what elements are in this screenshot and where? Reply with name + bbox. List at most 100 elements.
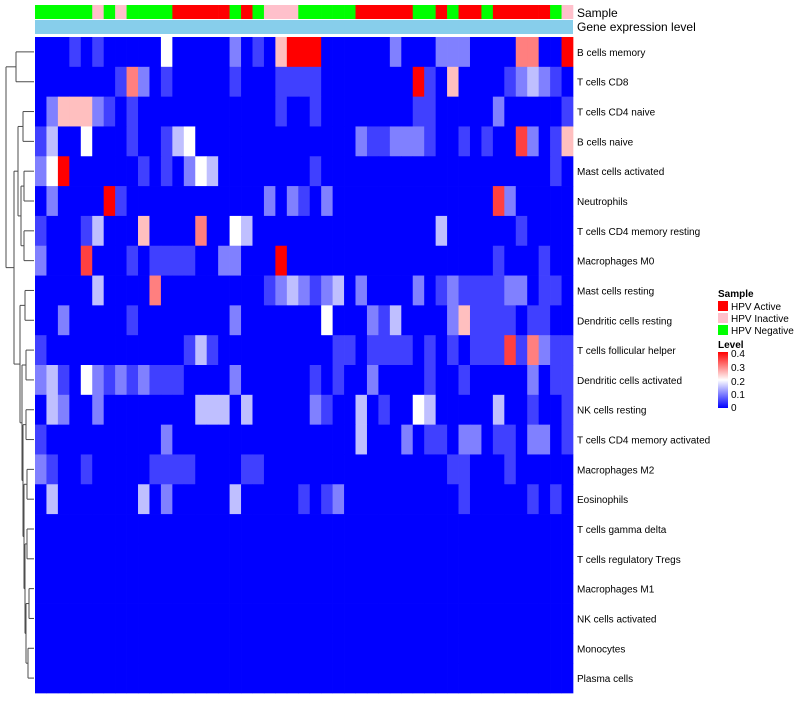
heatmap-cell	[458, 245, 471, 276]
heatmap-cell	[412, 424, 425, 455]
heatmap-cell	[321, 603, 333, 634]
level-color-ramp	[718, 352, 728, 408]
heatmap-cell	[389, 245, 402, 276]
heatmap-cell	[561, 633, 574, 664]
heatmap-cell	[103, 424, 116, 455]
heatmap-cell	[149, 156, 162, 187]
heatmap-cell	[538, 454, 551, 485]
heatmap-cell	[275, 663, 288, 694]
heatmap-cell	[550, 305, 562, 336]
heatmap-cell	[206, 96, 219, 127]
heatmap-cell	[561, 454, 574, 485]
heatmap-cell	[172, 514, 185, 545]
heatmap-cell	[515, 66, 528, 97]
heatmap-cell	[412, 126, 425, 157]
heatmap-cell	[378, 335, 391, 366]
heatmap-cell	[35, 305, 47, 336]
heatmap-cell	[527, 126, 540, 157]
heatmap-cell	[469, 305, 482, 336]
heatmap-cell	[46, 454, 59, 485]
heatmap-cell	[309, 454, 322, 485]
heatmap-cell	[115, 573, 127, 604]
heatmap-cell	[115, 454, 127, 485]
heatmap-cell	[401, 603, 414, 634]
heatmap-cell	[504, 573, 517, 604]
sample-annotation-cell	[344, 5, 356, 19]
heatmap-cell	[275, 394, 288, 425]
heatmap-cell	[263, 424, 276, 455]
heatmap-cell	[469, 633, 482, 664]
heatmap-cell	[515, 484, 528, 515]
heatmap-cell	[160, 66, 173, 97]
heatmap-cell	[35, 514, 47, 545]
heatmap-cell	[195, 573, 208, 604]
heatmap-cell	[160, 335, 173, 366]
heatmap-cell	[378, 215, 391, 247]
heatmap-cell	[286, 633, 299, 664]
heatmap-cell	[286, 573, 299, 604]
heatmap-cell	[366, 245, 379, 276]
heatmap-cell	[298, 215, 311, 247]
heatmap-cell	[229, 394, 242, 425]
heatmap-cell	[378, 514, 391, 545]
sample-annotation-cell	[80, 5, 93, 19]
heatmap-cell	[412, 514, 425, 545]
heatmap-cell	[332, 215, 345, 247]
heatmap-cell	[229, 484, 242, 515]
heatmap-cell	[447, 663, 459, 694]
heatmap-cell	[160, 215, 173, 247]
heatmap-cell	[378, 424, 391, 455]
heatmap-cell	[263, 126, 276, 157]
heatmap-cell	[69, 484, 82, 515]
heatmap-cell	[286, 424, 299, 455]
heatmap-cell	[229, 186, 242, 217]
heatmap-cell	[80, 454, 93, 485]
heatmap-cell	[424, 186, 436, 217]
heatmap-cell	[46, 394, 59, 425]
heatmap-cell	[538, 96, 551, 127]
heatmap-cell	[126, 424, 139, 455]
sample-annotation-bar	[35, 5, 574, 19]
sample-annotation-cell	[469, 5, 482, 19]
heatmap-cell	[138, 573, 150, 604]
heatmap-cell	[80, 66, 93, 97]
heatmap-cell	[389, 543, 402, 575]
heatmap-cell	[435, 365, 448, 396]
heatmap-cell	[298, 573, 311, 604]
heatmap-cell	[172, 66, 185, 97]
heatmap-cell	[515, 126, 528, 157]
heatmap-cell	[80, 573, 93, 604]
heatmap-cell	[458, 186, 471, 217]
heatmap-cell	[412, 37, 425, 68]
heatmap-cell	[218, 96, 230, 127]
heatmap-cell	[252, 335, 265, 366]
heatmap-cell	[469, 37, 482, 68]
heatmap-cell	[401, 633, 414, 664]
heatmap-cell	[275, 484, 288, 515]
heatmap-cell	[183, 37, 196, 68]
heatmap-cell	[206, 37, 219, 68]
heatmap-cell	[35, 66, 47, 97]
heatmap-cell	[69, 66, 82, 97]
gene-expression-label: Gene expression level	[577, 20, 696, 34]
heatmap-cell	[103, 514, 116, 545]
heatmap-cell	[504, 37, 517, 68]
heatmap-cell	[481, 215, 494, 247]
heatmap-cell	[447, 37, 459, 68]
heatmap-cell	[160, 275, 173, 306]
heatmap-cell	[321, 37, 333, 68]
heatmap-cell	[80, 394, 93, 425]
heatmap-cell	[435, 186, 448, 217]
heatmap-cell	[412, 335, 425, 366]
heatmap-cell	[195, 543, 208, 575]
heatmap-cell	[378, 484, 391, 515]
heatmap-cell	[183, 603, 196, 634]
legend-swatch-hpv-active	[718, 301, 728, 311]
heatmap-cell	[57, 573, 70, 604]
heatmap-cell	[115, 394, 127, 425]
heatmap-cell	[103, 275, 116, 306]
row-label: Macrophages M0	[577, 257, 655, 268]
heatmap-cell	[183, 663, 196, 694]
heatmap-cell	[183, 484, 196, 515]
heatmap-cell	[538, 245, 551, 276]
